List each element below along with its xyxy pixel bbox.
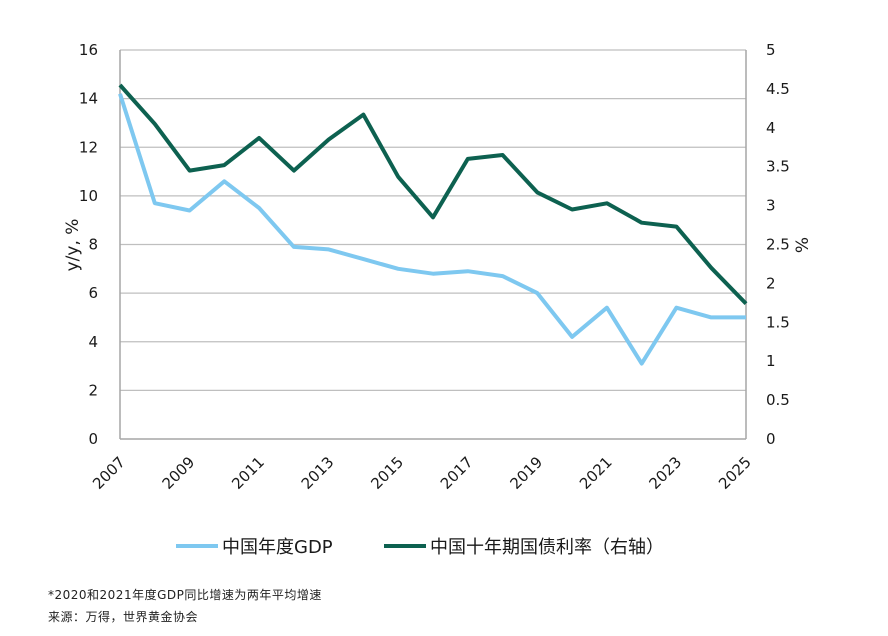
right-y-tick-label: 3 (766, 197, 776, 215)
left-y-tick-label: 8 (88, 236, 98, 254)
x-tick-label: 2011 (228, 453, 268, 493)
right-y-tick-label: 0 (766, 430, 776, 448)
bond-yield-series-line (118, 83, 748, 305)
right-y-tick-label: 1 (766, 352, 776, 370)
x-tick-label: 2019 (506, 453, 546, 493)
x-tick-label: 2023 (646, 453, 686, 493)
chart: 0 2 4 6 8 10 12 14 16 0 0.5 1 1.5 2 2.5 3 3.5 4 4.5 5 2007… (63, 41, 813, 558)
left-y-tick-label: 2 (88, 381, 98, 399)
legend: 中国年度GDP 中国十年期国债利率（右轴） (176, 537, 664, 558)
x-tick-label: 2009 (159, 453, 199, 493)
right-y-tick-label: 0.5 (766, 391, 790, 409)
left-y-tick-label: 10 (79, 187, 98, 205)
axes (119, 50, 747, 440)
right-y-tick-label: 2.5 (766, 236, 790, 254)
x-tick-labels: 2007 2009 2011 2013 2015 2017 2019 2021 2023 2025 (89, 453, 755, 493)
right-axis-title: % (793, 237, 813, 253)
left-y-tick-label: 4 (88, 333, 98, 351)
right-y-tick-label: 1.5 (766, 313, 790, 331)
left-y-tick-label: 16 (79, 41, 98, 59)
right-y-tick-label: 5 (766, 41, 776, 59)
left-y-tick-label: 14 (79, 90, 98, 108)
right-y-tick-label: 4 (766, 119, 776, 137)
right-y-tick-label: 3.5 (766, 158, 790, 176)
legend-label: 中国年度GDP (222, 537, 333, 558)
gridlines (120, 49, 746, 391)
x-tick-label: 2025 (715, 453, 755, 493)
source-note: 来源：万得，世界黄金协会 (48, 610, 199, 624)
right-y-tick-labels: 0 0.5 1 1.5 2 2.5 3 3.5 4 4.5 5 (766, 41, 790, 448)
legend-label: 中国十年期国债利率（右轴） (430, 537, 664, 558)
left-y-tick-label: 6 (88, 284, 98, 302)
right-y-tick-label: 4.5 (766, 80, 790, 98)
series-lines (118, 83, 748, 366)
left-y-tick-label: 12 (79, 138, 98, 156)
x-tick-label: 2017 (437, 453, 477, 493)
x-tick-label: 2021 (576, 453, 616, 493)
left-y-tick-labels: 0 2 4 6 8 10 12 14 16 (79, 41, 98, 448)
left-y-tick-label: 0 (88, 430, 98, 448)
x-tick-label: 2013 (298, 453, 338, 493)
x-tick-label: 2015 (367, 453, 407, 493)
gdp-series-line (118, 93, 746, 366)
right-y-tick-label: 2 (766, 274, 776, 292)
footnote: *2020和2021年度GDP同比增速为两年平均增速 (48, 588, 322, 602)
left-axis-title: y/y, % (63, 219, 83, 272)
x-tick-label: 2007 (89, 453, 129, 493)
